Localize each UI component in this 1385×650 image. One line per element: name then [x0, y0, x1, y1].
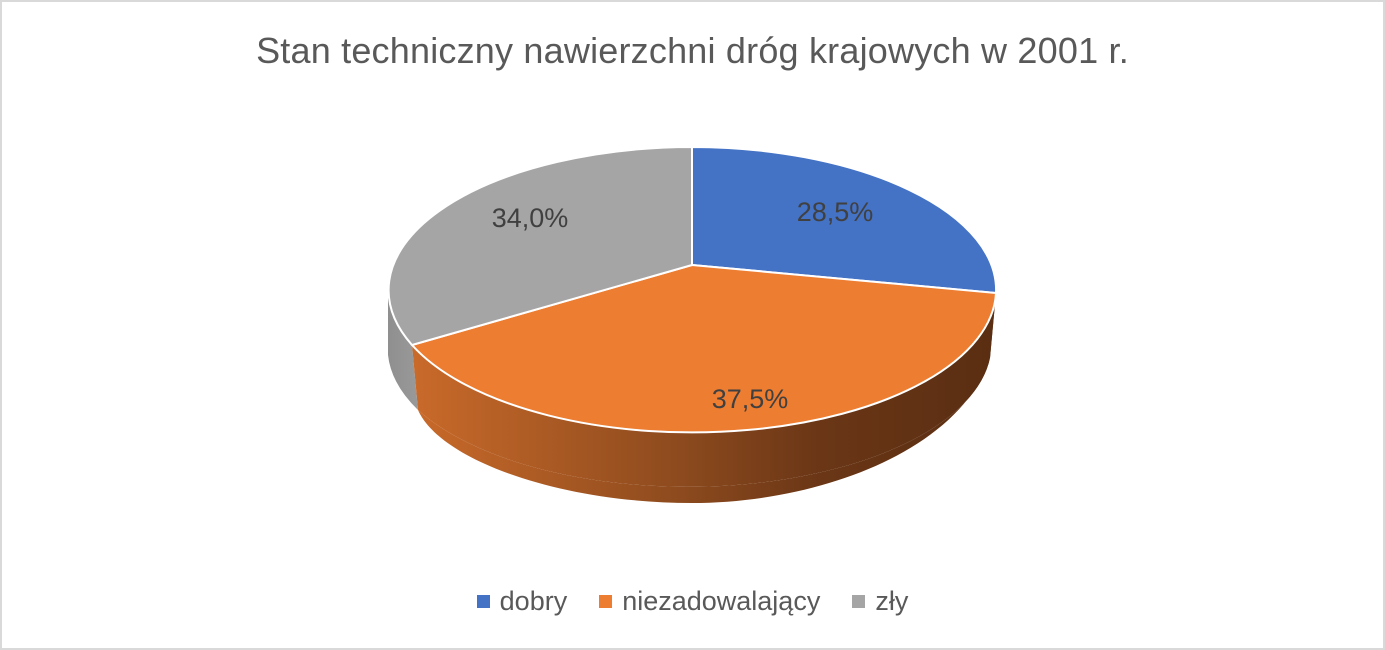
legend-item-zly[interactable]: zły: [852, 586, 908, 617]
chart-legend: dobry niezadowalający zły: [0, 586, 1385, 617]
legend-swatch-blue-icon: [476, 595, 490, 608]
legend-label: zły: [875, 586, 909, 616]
slice-zly[interactable]: [387, 145, 693, 347]
legend-item-dobry[interactable]: dobry: [476, 586, 568, 617]
data-label-dobry: 28,5%: [797, 197, 874, 227]
chart-title: Stan techniczny nawierzchni dróg krajowy…: [256, 30, 1129, 71]
slice-niezadowalajacy-side: [412, 293, 996, 487]
slice-zly-side: [388, 290, 418, 410]
slice-dobry[interactable]: [691, 145, 998, 295]
legend-item-niezadowalajacy[interactable]: niezadowalający: [599, 586, 820, 617]
legend-swatch-gray-icon: [852, 595, 866, 608]
legend-label: niezadowalający: [622, 586, 821, 616]
legend-label: dobry: [499, 586, 568, 616]
legend-swatch-orange-icon: [599, 595, 613, 608]
slice-niezadowalajacy[interactable]: [410, 263, 998, 434]
data-label-niezadowalajacy: 37,5%: [712, 384, 789, 414]
data-label-zly: 34,0%: [492, 203, 569, 233]
